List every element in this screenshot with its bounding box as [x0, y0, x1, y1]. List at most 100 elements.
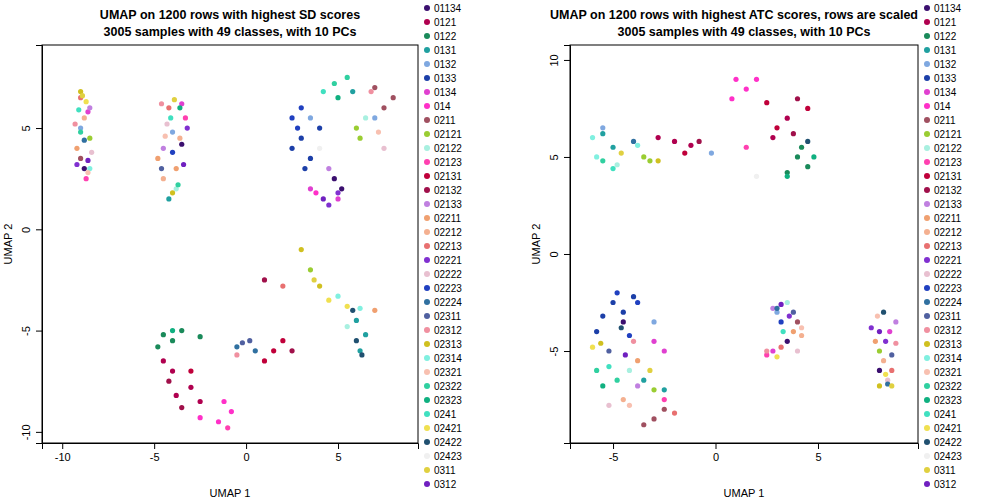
legend-label: 02133: [434, 199, 462, 210]
x-tick-mark: [154, 443, 155, 449]
legend-marker: [424, 159, 430, 165]
y-tick-mark: [36, 432, 42, 433]
point: [179, 142, 184, 147]
point: [805, 164, 810, 169]
legend-item: 02422: [424, 437, 462, 448]
x-axis: -10-505: [43, 443, 419, 463]
legend-item: 0312: [424, 479, 457, 490]
point: [159, 101, 164, 106]
legend-marker: [924, 215, 930, 221]
legend-item: 0134: [424, 87, 457, 98]
legend-label: 02223: [934, 283, 962, 294]
legend-marker: [424, 47, 430, 53]
point: [317, 146, 322, 151]
legend-item: 02311: [424, 311, 462, 322]
point: [170, 190, 175, 195]
legend-item: 02224: [424, 297, 462, 308]
points: [590, 77, 899, 428]
point: [80, 93, 85, 98]
legend-item: 0311: [924, 465, 956, 476]
point: [159, 166, 164, 171]
legend-label: 02314: [434, 353, 462, 364]
legend-marker: [924, 61, 930, 67]
legend-label: 02221: [434, 255, 462, 266]
legend-label: 02321: [434, 367, 462, 378]
x-tick-label: 5: [335, 451, 341, 463]
series: [594, 158, 620, 382]
point: [179, 405, 184, 410]
point: [774, 306, 779, 311]
series: [89, 121, 387, 155]
point: [799, 325, 804, 330]
legend-label: 02122: [434, 143, 462, 154]
point: [600, 131, 605, 136]
point: [78, 129, 83, 134]
point: [321, 89, 326, 94]
legend-marker: [424, 327, 430, 333]
legend-marker: [424, 411, 430, 417]
point: [662, 348, 667, 353]
point: [656, 158, 661, 163]
legend-label: 02221: [934, 255, 962, 266]
series: [74, 125, 340, 207]
point: [774, 354, 779, 359]
point: [359, 352, 364, 357]
point: [805, 106, 810, 111]
point: [631, 294, 636, 299]
legend-item: 02314: [424, 353, 462, 364]
legend-item: 02212: [424, 227, 462, 238]
plot-frame: [570, 45, 918, 443]
point: [363, 115, 368, 120]
point: [166, 105, 171, 110]
legend-label: 02132: [934, 185, 962, 196]
point: [170, 150, 175, 155]
legend-marker: [924, 47, 930, 53]
point: [216, 419, 221, 424]
legend-label: 02121: [434, 129, 462, 140]
point: [594, 368, 599, 373]
series: [161, 358, 203, 404]
series: [170, 95, 341, 333]
legend-marker: [424, 187, 430, 193]
point: [615, 162, 620, 167]
y-tick-label: -10: [20, 424, 32, 440]
point: [627, 368, 632, 373]
legend: 0113401210122013101320133013401402110212…: [424, 3, 462, 490]
legend-marker: [924, 439, 930, 445]
point: [651, 387, 656, 392]
series: [74, 146, 377, 313]
legend-item: 02221: [924, 255, 962, 266]
legend-label: 0121: [934, 17, 957, 28]
point: [627, 403, 632, 408]
point: [161, 146, 166, 151]
point: [84, 176, 89, 181]
point: [339, 186, 344, 191]
series: [785, 145, 811, 175]
legend-marker: [424, 75, 430, 81]
legend-marker: [924, 453, 930, 459]
point: [271, 348, 276, 353]
point: [889, 352, 894, 357]
point: [369, 89, 374, 94]
legend-item: 02323: [424, 395, 462, 406]
point: [312, 277, 317, 282]
y-tick: 5: [20, 125, 42, 131]
legend-label: 02313: [434, 339, 462, 350]
legend-label: 0122: [434, 31, 457, 42]
legend-marker: [424, 19, 430, 25]
legend-label: 01134: [434, 3, 462, 14]
series: [82, 138, 258, 354]
point: [619, 150, 624, 155]
point: [729, 96, 734, 101]
point: [332, 81, 337, 86]
series: [682, 100, 810, 156]
series: [656, 116, 790, 148]
subtitle: 3005 samples with 49 classes, with 10 PC…: [618, 25, 871, 39]
legend-label: 02211: [434, 213, 462, 224]
legend-marker: [924, 467, 930, 473]
legend-item: 02121: [924, 129, 962, 140]
legend-label: 0241: [934, 409, 957, 420]
legend-marker: [924, 341, 930, 347]
series: [606, 310, 894, 358]
point: [778, 302, 783, 307]
